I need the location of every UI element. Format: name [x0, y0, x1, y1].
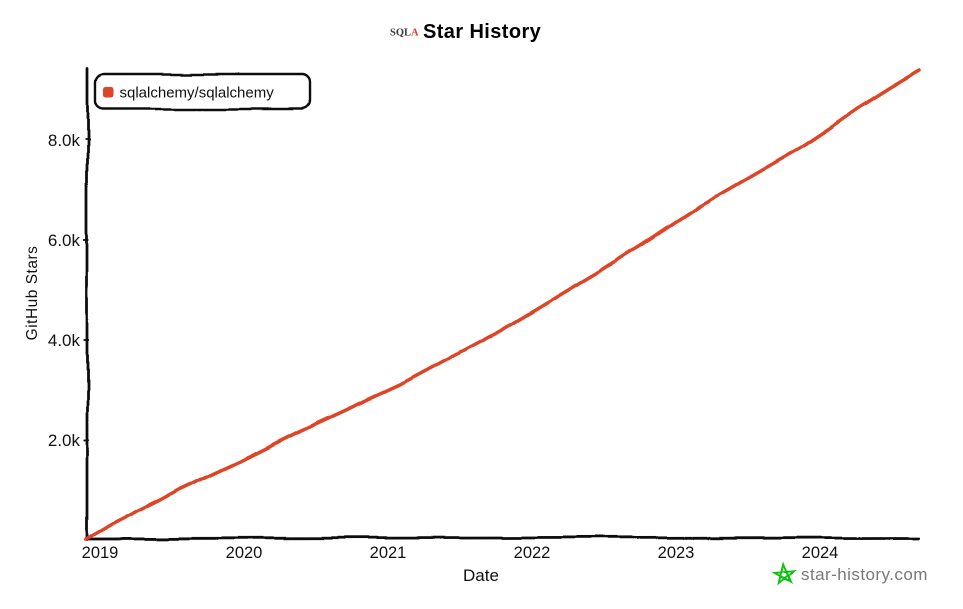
svg-text:4.0k: 4.0k	[48, 331, 81, 350]
svg-text:SQLA: SQLA	[390, 28, 419, 39]
svg-text:sqlalchemy/sqlalchemy: sqlalchemy/sqlalchemy	[120, 85, 275, 102]
svg-text:Date: Date	[463, 566, 499, 585]
svg-text:2023: 2023	[658, 544, 695, 562]
svg-text:Star History: Star History	[423, 21, 542, 43]
svg-text:2022: 2022	[514, 544, 551, 562]
svg-text:2.0k: 2.0k	[48, 431, 81, 450]
svg-text:8.0k: 8.0k	[48, 131, 81, 150]
svg-text:star-history.com: star-history.com	[801, 565, 928, 584]
svg-text:6.0k: 6.0k	[48, 231, 81, 250]
svg-text:2024: 2024	[802, 544, 839, 562]
svg-text:2021: 2021	[370, 544, 407, 562]
svg-text:2019: 2019	[82, 544, 119, 562]
svg-text:GitHub Stars: GitHub Stars	[24, 246, 41, 341]
svg-text:2020: 2020	[226, 544, 263, 562]
